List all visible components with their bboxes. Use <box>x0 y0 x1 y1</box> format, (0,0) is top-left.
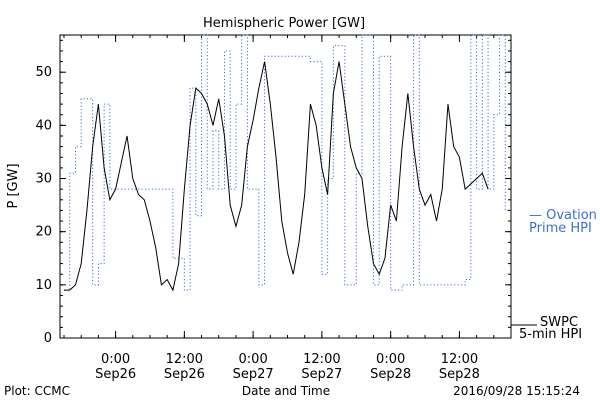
y-tick-label: 20 <box>35 225 52 240</box>
plot-frame <box>59 34 512 339</box>
x-tick-label-time: 0:00 <box>376 352 405 367</box>
y-tick-label: 10 <box>35 278 52 293</box>
legend-ovation-line1: — Ovation <box>529 208 597 223</box>
x-tick-label-date: Sep27 <box>301 367 342 382</box>
y-axis: 0 10 20 30 40 50 <box>35 39 511 346</box>
series-layer <box>64 34 511 292</box>
x-tick-label-time: 12:00 <box>441 352 478 367</box>
y-tick-label: 30 <box>35 172 52 187</box>
x-axis: 0:00Sep2612:00Sep260:00Sep2712:00Sep270:… <box>63 35 512 382</box>
series-ovation-prime-hpi <box>64 34 511 291</box>
y-tick-label: 50 <box>35 65 52 80</box>
x-tick-label-time: 0:00 <box>101 352 130 367</box>
x-tick-label-time: 12:00 <box>303 352 340 367</box>
plot-credit: Plot: CCMC <box>4 384 70 398</box>
timestamp: 2016/09/28 15:15:24 <box>453 384 580 398</box>
y-tick-label: 0 <box>44 331 52 346</box>
x-tick-label-time: 12:00 <box>166 352 203 367</box>
x-tick-label-date: Sep26 <box>164 367 205 382</box>
x-tick-label-time: 0:00 <box>239 352 268 367</box>
x-tick-label-date: Sep27 <box>233 367 274 382</box>
chart-title: Hemispheric Power [GW] <box>203 16 365 31</box>
legend-ovation-line2: Prime HPI <box>529 221 592 236</box>
legend-swpc-line2: 5-min HPI <box>519 327 582 342</box>
series-swpc-5min-hpi <box>64 61 489 292</box>
y-tick-label: 40 <box>35 118 52 133</box>
x-tick-label-date: Sep26 <box>95 367 136 382</box>
y-axis-label: P [GW] <box>6 163 21 208</box>
x-axis-label: Date and Time <box>242 384 330 398</box>
x-tick-label-date: Sep28 <box>370 367 411 382</box>
legend-swpc-line1: SWPC <box>540 315 578 330</box>
x-tick-label-date: Sep28 <box>439 367 480 382</box>
